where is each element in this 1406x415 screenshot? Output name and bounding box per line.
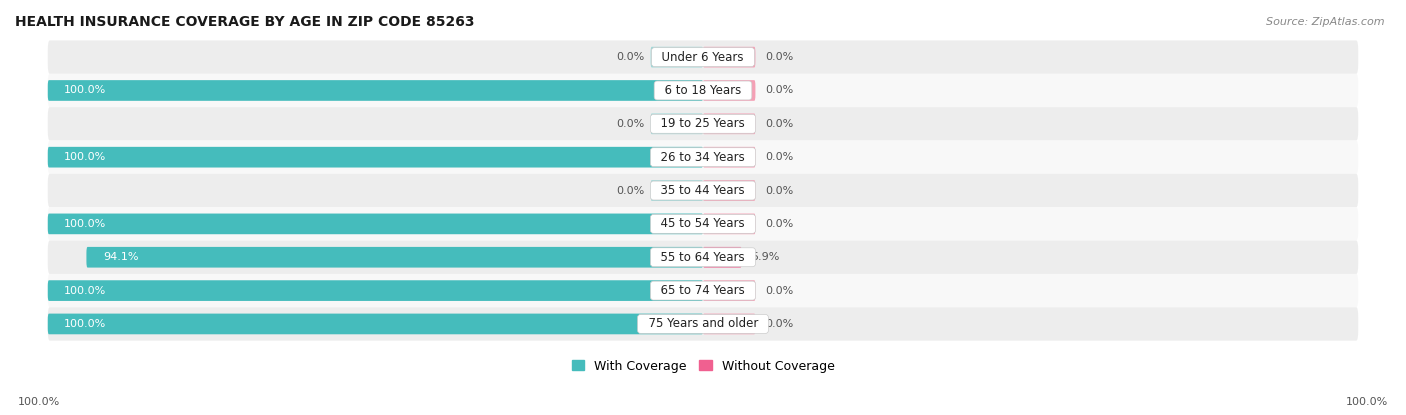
Text: 0.0%: 0.0% [765, 319, 793, 329]
Text: 19 to 25 Years: 19 to 25 Years [654, 117, 752, 130]
FancyBboxPatch shape [48, 147, 703, 168]
FancyBboxPatch shape [703, 113, 755, 134]
Text: 100.0%: 100.0% [65, 286, 107, 295]
FancyBboxPatch shape [651, 113, 703, 134]
Text: 0.0%: 0.0% [765, 119, 793, 129]
FancyBboxPatch shape [703, 80, 755, 101]
FancyBboxPatch shape [48, 241, 1358, 274]
Text: 100.0%: 100.0% [18, 397, 60, 407]
FancyBboxPatch shape [48, 214, 703, 234]
Text: 5.9%: 5.9% [751, 252, 780, 262]
FancyBboxPatch shape [48, 307, 1358, 341]
Text: 100.0%: 100.0% [1346, 397, 1388, 407]
Text: 0.0%: 0.0% [765, 85, 793, 95]
FancyBboxPatch shape [703, 180, 755, 201]
FancyBboxPatch shape [703, 247, 741, 268]
FancyBboxPatch shape [651, 180, 703, 201]
Text: 6 to 18 Years: 6 to 18 Years [657, 84, 749, 97]
FancyBboxPatch shape [703, 147, 755, 168]
Text: 100.0%: 100.0% [65, 152, 107, 162]
Text: 26 to 34 Years: 26 to 34 Years [654, 151, 752, 164]
Text: 0.0%: 0.0% [765, 52, 793, 62]
FancyBboxPatch shape [703, 214, 755, 234]
Text: 94.1%: 94.1% [103, 252, 138, 262]
FancyBboxPatch shape [48, 107, 1358, 141]
FancyBboxPatch shape [703, 280, 755, 301]
Text: 0.0%: 0.0% [765, 186, 793, 195]
Text: 100.0%: 100.0% [65, 85, 107, 95]
FancyBboxPatch shape [86, 247, 703, 268]
FancyBboxPatch shape [48, 274, 1358, 307]
FancyBboxPatch shape [48, 174, 1358, 207]
FancyBboxPatch shape [48, 314, 703, 334]
FancyBboxPatch shape [48, 74, 1358, 107]
Text: Under 6 Years: Under 6 Years [655, 51, 751, 63]
Text: 0.0%: 0.0% [616, 186, 644, 195]
Text: 100.0%: 100.0% [65, 319, 107, 329]
FancyBboxPatch shape [48, 40, 1358, 74]
FancyBboxPatch shape [48, 280, 703, 301]
Text: 55 to 64 Years: 55 to 64 Years [654, 251, 752, 264]
Text: 0.0%: 0.0% [765, 152, 793, 162]
Text: 0.0%: 0.0% [765, 219, 793, 229]
Text: 0.0%: 0.0% [616, 119, 644, 129]
Text: HEALTH INSURANCE COVERAGE BY AGE IN ZIP CODE 85263: HEALTH INSURANCE COVERAGE BY AGE IN ZIP … [15, 15, 474, 29]
FancyBboxPatch shape [48, 141, 1358, 174]
Text: 75 Years and older: 75 Years and older [641, 317, 765, 330]
FancyBboxPatch shape [703, 314, 755, 334]
FancyBboxPatch shape [48, 207, 1358, 241]
FancyBboxPatch shape [703, 47, 755, 68]
Legend: With Coverage, Without Coverage: With Coverage, Without Coverage [567, 354, 839, 378]
FancyBboxPatch shape [651, 47, 703, 68]
Text: 0.0%: 0.0% [765, 286, 793, 295]
Text: Source: ZipAtlas.com: Source: ZipAtlas.com [1267, 17, 1385, 27]
Text: 100.0%: 100.0% [65, 219, 107, 229]
Text: 45 to 54 Years: 45 to 54 Years [654, 217, 752, 230]
Text: 65 to 74 Years: 65 to 74 Years [654, 284, 752, 297]
Text: 0.0%: 0.0% [616, 52, 644, 62]
FancyBboxPatch shape [48, 80, 703, 101]
Text: 35 to 44 Years: 35 to 44 Years [654, 184, 752, 197]
